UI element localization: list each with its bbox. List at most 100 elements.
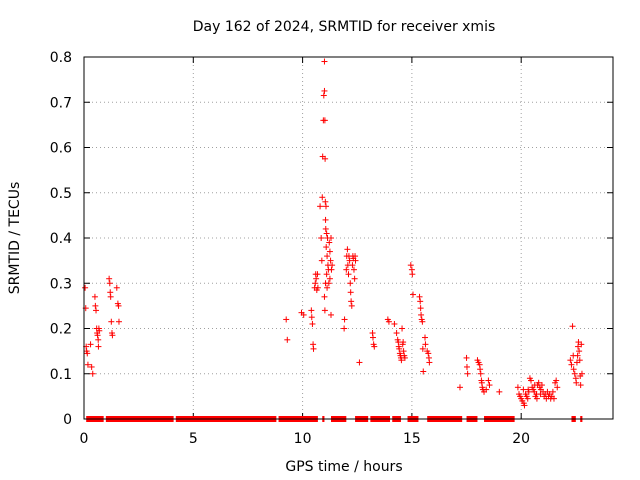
data-point (570, 366, 577, 373)
data-point (284, 336, 291, 343)
data-point (576, 357, 583, 364)
data-point (94, 332, 101, 339)
data-point (92, 302, 99, 309)
data-point (87, 341, 94, 348)
data-point (323, 230, 330, 237)
data-point (550, 395, 557, 402)
data-point (323, 271, 330, 278)
data-point (88, 363, 95, 370)
data-point (369, 334, 376, 341)
y-tick-label: 0.6 (50, 141, 72, 157)
data-point (310, 345, 317, 352)
data-point (115, 318, 122, 325)
data-point (308, 314, 315, 321)
data-point (531, 382, 538, 389)
axis-ticks: 0 0.1 0.2 0.3 0.4 0.5 0.6 0.7 0.8 0 5 10 15 20 (50, 50, 613, 447)
data-point (400, 339, 407, 346)
data-point (533, 395, 540, 402)
data-point (318, 257, 325, 264)
x-axis-label: GPS time / hours (285, 459, 402, 475)
data-point (417, 298, 424, 305)
data-point (571, 370, 578, 377)
data-point (318, 235, 325, 241)
data-point (314, 284, 321, 291)
data-point (464, 370, 471, 377)
data-point (422, 341, 429, 348)
data-point (341, 325, 348, 332)
data-point (524, 395, 531, 402)
data-point (385, 318, 392, 325)
data-point (345, 271, 352, 278)
data-point (352, 257, 359, 264)
data-point (322, 225, 329, 232)
data-point (347, 280, 354, 287)
data-point (326, 248, 333, 255)
data-point (317, 203, 324, 210)
data-point (314, 271, 321, 278)
data-point (456, 384, 463, 391)
data-point (321, 293, 328, 300)
data-point (553, 377, 560, 384)
data-point (477, 366, 484, 373)
data-point (322, 203, 329, 210)
data-point (320, 92, 327, 99)
data-point (106, 280, 113, 287)
data-point (485, 377, 492, 384)
data-point (329, 262, 336, 269)
grid (84, 57, 613, 419)
data-point (109, 332, 116, 339)
data-point (371, 343, 378, 350)
data-point (343, 266, 350, 273)
data-point (576, 348, 583, 355)
data-point (535, 379, 542, 386)
data-point (393, 330, 400, 337)
data-point (549, 388, 556, 395)
y-tick-label: 0.5 (50, 186, 72, 202)
data-point (477, 370, 484, 377)
data-point (425, 350, 432, 357)
data-point (419, 318, 426, 325)
x-tick-label: 5 (189, 431, 198, 447)
data-point (350, 266, 357, 273)
data-point (528, 377, 535, 384)
data-point (321, 58, 328, 65)
data-point (95, 343, 102, 350)
data-point (463, 354, 470, 361)
data-point (309, 320, 316, 327)
data-point (344, 246, 351, 253)
data-point (538, 382, 545, 389)
data-point (578, 341, 585, 348)
data-point (426, 359, 433, 366)
data-point (407, 262, 414, 269)
data-point (351, 275, 358, 282)
data-point (574, 352, 581, 359)
data-point (356, 359, 363, 366)
y-tick-label: 0.3 (50, 276, 72, 292)
data-point (577, 382, 584, 389)
data-point (409, 291, 416, 298)
data-point (300, 311, 307, 318)
data-point (328, 235, 335, 241)
data-point (308, 307, 315, 314)
data-point (349, 262, 356, 269)
data-point (416, 293, 423, 300)
data-point (322, 216, 329, 223)
x-tick-label: 15 (403, 431, 421, 447)
data-point (483, 386, 490, 393)
data-point (525, 386, 532, 393)
plot-frame (83, 56, 614, 420)
x-tick-label: 20 (512, 431, 530, 447)
data-point (321, 307, 328, 314)
data-point (321, 117, 328, 124)
data-point (84, 350, 91, 357)
data-point (346, 257, 353, 264)
data-point (568, 361, 575, 368)
y-axis-label: SRMTID / TECUs (7, 182, 23, 295)
data-point (348, 302, 355, 309)
data-point (89, 370, 96, 377)
data-point (324, 284, 331, 291)
data-point (419, 345, 426, 352)
data-point (312, 280, 319, 287)
data-point (96, 327, 103, 334)
data-point (400, 348, 407, 355)
